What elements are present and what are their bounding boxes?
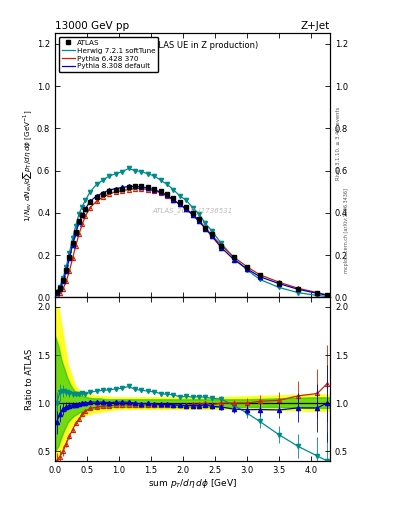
- Legend: ATLAS, Herwig 7.2.1 softTune, Pythia 6.428 370, Pythia 8.308 default: ATLAS, Herwig 7.2.1 softTune, Pythia 6.4…: [59, 37, 158, 72]
- Text: ATLAS_2019_I1736531: ATLAS_2019_I1736531: [152, 207, 233, 214]
- Y-axis label: Ratio to ATLAS: Ratio to ATLAS: [25, 349, 34, 410]
- Y-axis label: $1/N_{ev}\ dN_{ev}/d\!\sum p_T/d\eta\,d\phi\ [\mathrm{GeV}^{-1}]$: $1/N_{ev}\ dN_{ev}/d\!\sum p_T/d\eta\,d\…: [21, 109, 34, 222]
- Text: Rivet 3.1.10, ≥ 3.4M events: Rivet 3.1.10, ≥ 3.4M events: [336, 106, 341, 180]
- Text: Nch (ATLAS UE in Z production): Nch (ATLAS UE in Z production): [127, 41, 259, 50]
- Text: Z+Jet: Z+Jet: [301, 21, 330, 31]
- Text: 13000 GeV pp: 13000 GeV pp: [55, 21, 129, 31]
- X-axis label: sum $p_T/d\eta\,d\phi$ [GeV]: sum $p_T/d\eta\,d\phi$ [GeV]: [148, 477, 237, 490]
- Text: mcplots.cern.ch [arXiv:1306.3436]: mcplots.cern.ch [arXiv:1306.3436]: [344, 188, 349, 273]
